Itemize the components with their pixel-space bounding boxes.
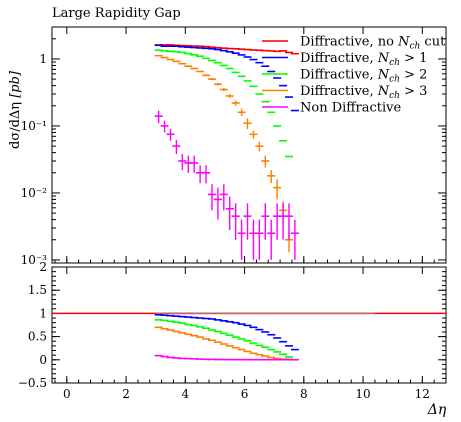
main-data-marks — [154, 44, 299, 260]
legend-label: Diffractive, Nch > 1 — [300, 51, 427, 68]
legend-label: Diffractive, Nch > 2 — [300, 68, 427, 85]
x-tick-label: 10 — [355, 387, 370, 401]
y-tick-label: 10⁻¹ — [21, 119, 47, 133]
x-tick-label: 2 — [122, 387, 130, 401]
ratio-y-tick-label: 0.5 — [28, 330, 47, 344]
y-tick-label: 10⁻² — [21, 186, 48, 200]
ratio-data-marks — [52, 312, 446, 361]
ratio-y-tick-label: 2 — [39, 260, 47, 274]
ratio-y-tick-label: 1 — [39, 306, 47, 320]
svg-text:dσ/dΔη [pb]: dσ/dΔη [pb] — [8, 70, 23, 149]
y-label-main: dσ/dΔη — [8, 98, 23, 149]
ratio-y-tick-label: −0.5 — [18, 376, 47, 390]
y-tick-label: 10⁻³ — [21, 253, 48, 267]
x-tick-label: 8 — [300, 387, 308, 401]
x-tick-label: 0 — [63, 387, 71, 401]
ratio-axis-ticks: 0 2 4 6 8 10 12 −0.5 0 0.5 1 1.5 2 — [18, 260, 446, 401]
ratio-plot-frame — [51, 266, 447, 384]
y-tick-label: 1 — [39, 52, 47, 66]
legend-label: Non Diffractive — [300, 101, 401, 116]
x-tick-label: 4 — [181, 387, 189, 401]
main-plot-frame — [51, 26, 447, 264]
x-axis-label: Δη — [427, 402, 447, 418]
ratio-y-tick-label: 0 — [39, 353, 47, 367]
main-axis-ticks: 10⁻³ 10⁻² 10⁻¹ 1 — [21, 26, 446, 267]
legend-label: Diffractive, no Nch cut — [300, 35, 446, 52]
x-tick-label: 6 — [241, 387, 249, 401]
x-tick-label: 12 — [415, 387, 430, 401]
chart-title: Large Rapidity Gap — [52, 6, 181, 21]
y-label-unit: [pb] — [8, 70, 23, 98]
legend-label: Diffractive, Nch > 3 — [300, 84, 427, 101]
ratio-y-tick-label: 1.5 — [28, 283, 47, 297]
y-axis-label: dσ/dΔη [pb] — [8, 70, 23, 149]
